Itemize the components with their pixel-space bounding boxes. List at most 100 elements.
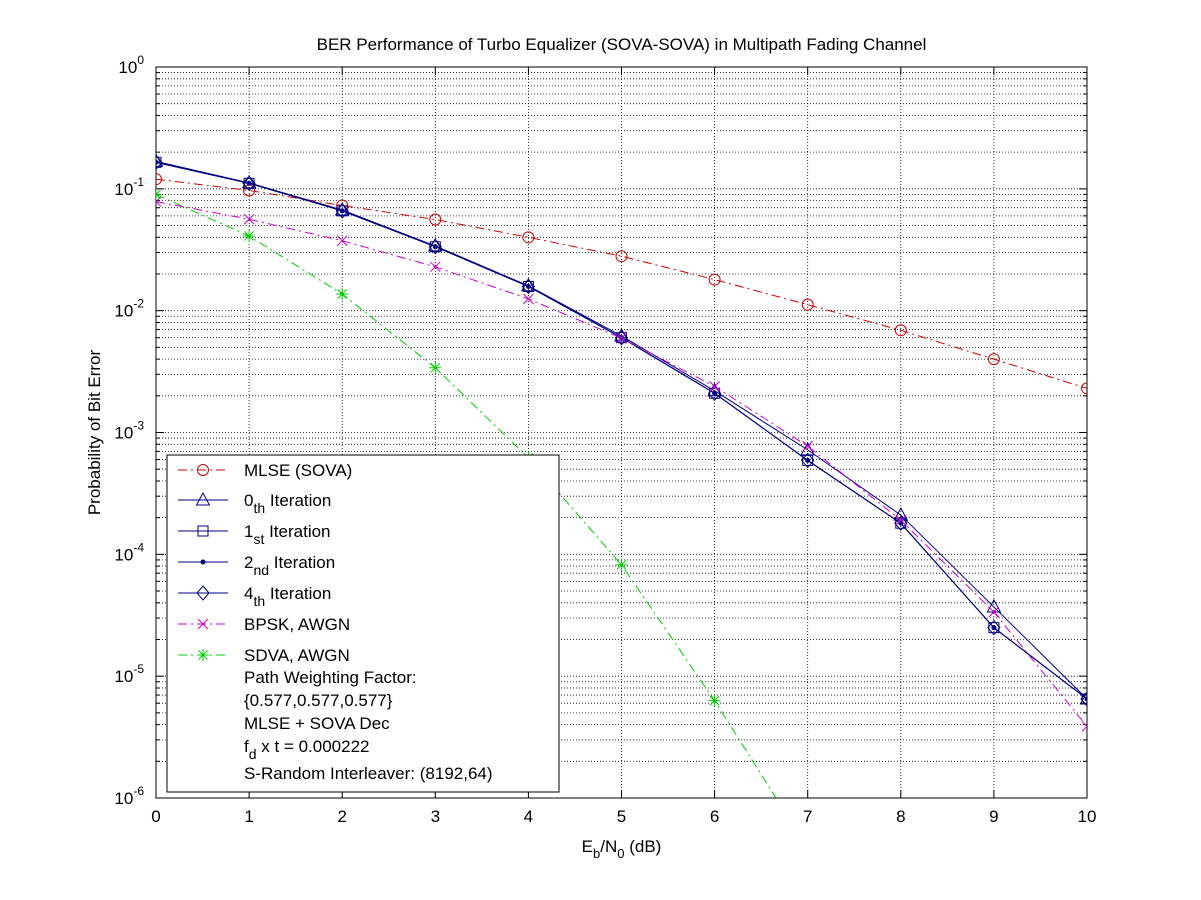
legend-marker: [197, 464, 209, 476]
y-tick-exponent: -5: [133, 662, 144, 676]
data-point: [243, 177, 255, 189]
data-point: [522, 231, 535, 244]
data-point: [708, 273, 721, 286]
y-tick-base: 10: [114, 302, 133, 321]
data-point: [336, 235, 348, 247]
data-point: [429, 261, 441, 273]
legend-label-main: 4: [244, 584, 253, 603]
data-point: [336, 205, 348, 217]
data-point: [156, 188, 162, 201]
y-tick-label: 10-5: [114, 662, 144, 686]
x-tick-label: 6: [710, 807, 719, 826]
legend-note: MLSE + SOVA Dec: [244, 714, 390, 733]
series-bpsk-awgn: [156, 196, 1087, 732]
y-tick-label: 10-3: [114, 419, 144, 443]
legend-marker: [195, 491, 211, 506]
x-tick-label: 9: [989, 807, 998, 826]
legend-label-tail: Iteration: [264, 522, 330, 541]
legend-label: SDVA, AWGN: [244, 646, 350, 665]
legend-label: BPSK, AWGN: [244, 615, 350, 634]
x-tick-label: 0: [151, 807, 160, 826]
chart-title: BER Performance of Turbo Equalizer (SOVA…: [317, 35, 927, 54]
data-point: [522, 280, 534, 292]
y-axis-label: Probability of Bit Error: [85, 349, 104, 515]
legend-note: {0.577,0.577,0.577}: [244, 691, 393, 710]
legend-label: 1st Iteration: [244, 522, 331, 547]
y-tick-base: 10: [114, 180, 133, 199]
y-tick-base: 10: [114, 789, 133, 808]
data-point: [1080, 691, 1087, 707]
y-tick-label: 10-2: [114, 297, 144, 321]
legend-marker: [196, 585, 210, 601]
data-point: [615, 558, 628, 571]
x-tick-label: 4: [524, 807, 533, 826]
y-tick-label: 10-6: [114, 784, 144, 808]
data-point: [1081, 382, 1087, 395]
legend-label-sub: th: [253, 500, 265, 516]
data-point: [429, 213, 442, 226]
data-point: [987, 353, 1000, 366]
y-tick-base: 10: [114, 667, 133, 686]
legend-note-sub: d: [249, 746, 257, 762]
data-point: [708, 694, 721, 707]
legend-marker: [197, 525, 209, 537]
x-axis-label-part: E: [582, 837, 593, 856]
data-point: [894, 515, 908, 532]
legend-label-main: 0: [244, 491, 253, 510]
data-point: [1081, 721, 1087, 732]
y-tick-label: 100: [118, 53, 144, 77]
legend-note: Path Weighting Factor:: [244, 668, 417, 687]
data-point: [334, 201, 350, 216]
data-point: [616, 332, 627, 344]
x-tick-label: 2: [337, 807, 346, 826]
data-point: [895, 517, 907, 529]
legend-label-main: 1: [244, 522, 253, 541]
legend-marker: [197, 618, 209, 630]
data-point: [895, 514, 907, 526]
data-point: [987, 619, 1001, 636]
data-point: [988, 622, 1000, 634]
data-point: [156, 173, 162, 186]
y-tick-exponent: -6: [133, 784, 144, 798]
data-point: [521, 278, 536, 295]
data-point: [243, 230, 256, 243]
x-tick-label: 3: [431, 807, 440, 826]
data-point: [709, 387, 721, 399]
series-line: [156, 201, 1087, 727]
x-axis-label-part: /N: [600, 837, 617, 856]
legend-label-tail: Iteration: [269, 553, 335, 572]
data-point: [801, 298, 814, 311]
x-tick-label: 7: [803, 807, 812, 826]
data-point: [156, 154, 163, 171]
legend-label-sub: th: [253, 593, 265, 609]
legend-label-tail: Iteration: [265, 584, 331, 603]
data-point: [429, 361, 442, 374]
data-point: [429, 241, 441, 253]
data-point: [988, 606, 1000, 618]
legend-label-sub: nd: [253, 562, 269, 578]
data-point: [523, 293, 534, 305]
x-tick-label: 1: [244, 807, 253, 826]
y-tick-label: 10-4: [114, 540, 144, 564]
data-point: [801, 452, 815, 469]
data-point: [336, 288, 349, 301]
x-axis-label-part: (dB): [624, 837, 661, 856]
legend-note-part: x t = 0.000222: [257, 737, 370, 756]
legend-label-tail: Iteration: [265, 491, 331, 510]
y-tick-exponent: -3: [133, 419, 144, 433]
data-point: [894, 324, 907, 337]
y-tick-label: 10-1: [114, 175, 144, 199]
legend-label: 2nd Iteration: [244, 553, 335, 578]
x-axis-label-sub: 0: [617, 846, 624, 861]
data-point: [335, 203, 349, 219]
data-point: [802, 440, 814, 452]
data-point: [616, 332, 627, 344]
x-tick-label: 10: [1078, 807, 1097, 826]
series-line: [156, 193, 777, 798]
x-axis-label: Eb/N0 (dB): [582, 837, 662, 861]
data-point: [709, 381, 720, 392]
legend-label-sub: st: [253, 531, 264, 547]
y-tick-exponent: -1: [133, 175, 144, 189]
